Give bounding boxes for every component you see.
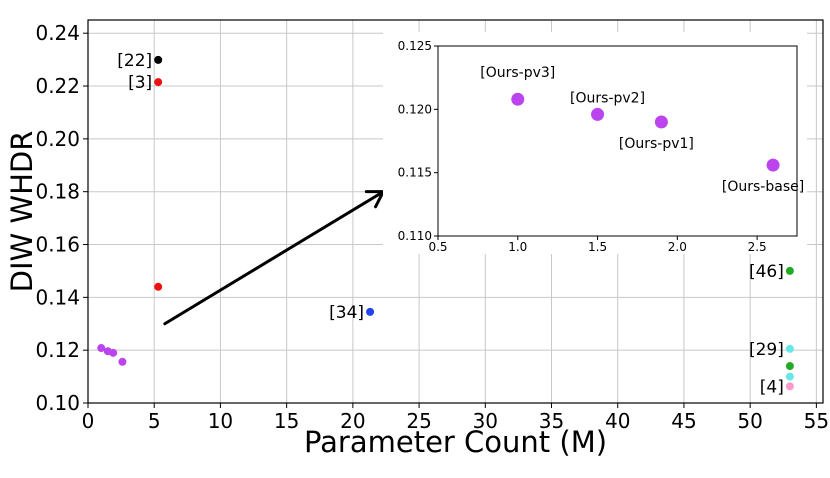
inset-data-point [654,115,668,129]
data-point [785,266,794,275]
inset-x-tick-label: 0.5 [428,240,447,254]
x-tick-label: 40 [605,409,630,433]
inset-data-point [511,92,525,106]
y-tick-label: 0.14 [35,285,80,309]
data-point-label: [3] [128,73,152,93]
data-point-label: [46] [749,262,784,282]
main-plot-frame [87,19,824,404]
data-point [154,78,163,87]
x-tick-label: 50 [737,409,762,433]
main-points: [22][3] [34] [46] [29] [4] [97,51,794,397]
inset-y-tick-label: 0.120 [398,102,432,116]
y-tick-label: 0.18 [35,180,80,204]
x-tick-label: 55 [804,409,829,433]
data-point [785,362,794,371]
data-point [785,344,794,353]
x-tick-label: 35 [539,409,564,433]
x-tick-label: 30 [473,409,498,433]
x-tick-label: 20 [340,409,365,433]
y-tick-label: 0.12 [35,338,80,362]
main-ticks: 0 5 10 15 20 25 30 35 40 45 50 55 0.10 0.12 0.14 0.16 0.… [35,21,829,433]
data-point [154,282,163,291]
x-tick-label: 15 [274,409,299,433]
x-tick-label: 0 [82,409,95,433]
data-point [785,382,794,391]
inset-point-label: [Ours-pv1] [619,136,694,152]
inset-data-point [591,107,605,121]
data-point-label: [22] [117,51,152,71]
y-tick-label: 0.10 [35,391,80,415]
x-tick-label: 10 [208,409,233,433]
x-tick-label: 5 [148,409,161,433]
inset-y-tick-label: 0.125 [398,39,432,53]
inset-x-tick-label: 1.5 [588,240,607,254]
inset-point-label: [Ours-pv2] [570,90,645,106]
inset-y-tick-label: 0.110 [398,229,432,243]
data-point [154,55,163,64]
inset-point-label: [Ours-pv3] [480,65,555,81]
data-point [118,357,127,366]
x-tick-label: 25 [406,409,431,433]
y-tick-label: 0.16 [35,233,80,257]
y-tick-label: 0.24 [35,21,80,45]
inset-plot-frame [437,45,798,237]
data-point [785,372,794,381]
inset-data-point [766,158,780,172]
inset-point-label: [Ours-base] [722,179,804,195]
y-axis-title: DIW WHDR [5,131,39,293]
data-point-label: [4] [760,377,784,397]
data-point [97,344,106,353]
inset-x-tick-label: 2.0 [668,240,687,254]
x-tick-label: 45 [671,409,696,433]
y-tick-label: 0.20 [35,127,80,151]
inset-background [383,32,807,254]
inset-y-tick-label: 0.115 [398,166,432,180]
inset-x-tick-label: 2.5 [748,240,767,254]
inset-plot: 0.5 1.0 1.5 2.0 2.5 0.110 0.115 0.120 0.125 [Our… [383,32,807,254]
inset-ticks: 0.5 1.0 1.5 2.0 2.5 0.110 0.115 0.120 0.125 [398,39,767,254]
inset-points: [Ours-pv3] [Ours-pv2] [Ours-pv1] [Ours-base… [480,65,804,195]
arrow-shaft [163,190,385,326]
data-point-label: [29] [749,340,784,360]
data-point [366,307,375,316]
y-tick-label: 0.22 [35,74,80,98]
data-point-label: [34] [329,303,364,323]
x-axis-title: Parameter Count (M) [304,425,607,459]
inset-x-tick-label: 1.0 [508,240,527,254]
data-point [109,348,118,357]
